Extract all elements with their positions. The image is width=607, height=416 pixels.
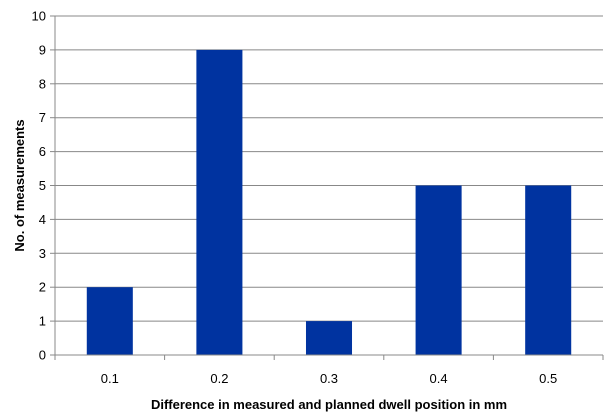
gridlines — [55, 15, 603, 322]
x-axis-title: Difference in measured and planned dwell… — [151, 397, 507, 412]
bar-0.1 — [86, 287, 133, 355]
x-tick-labels: 0.1 0.2 0.3 0.4 0.5 — [54, 355, 604, 386]
y-tick-label: 8 — [39, 76, 46, 91]
y-tick-label: 9 — [39, 42, 46, 57]
bar-0.3 — [305, 321, 353, 355]
x-tick-label: 0.5 — [539, 371, 557, 386]
y-tick-label: 7 — [39, 110, 46, 125]
bars — [86, 49, 572, 356]
y-tick-label: 4 — [39, 212, 46, 227]
y-tick-label: 2 — [39, 280, 46, 295]
y-tick-label: 5 — [39, 178, 46, 193]
y-tick-label: 1 — [39, 314, 46, 329]
x-tick-label: 0.3 — [320, 371, 338, 386]
bar-0.4 — [415, 185, 462, 355]
x-tick-label: 0.1 — [101, 371, 119, 386]
y-tick-label: 6 — [39, 144, 46, 159]
bar-0.5 — [525, 185, 572, 355]
y-tick-label: 0 — [39, 348, 46, 363]
bar-0.2 — [196, 49, 243, 356]
x-tick-label: 0.4 — [430, 371, 448, 386]
y-axis-title: No. of measurements — [12, 119, 27, 251]
y-tick-label: 10 — [32, 9, 46, 24]
y-tick-label: 3 — [39, 246, 46, 261]
x-tick-label: 0.2 — [210, 371, 228, 386]
y-tick-labels: 0 1 2 3 4 5 6 7 8 9 10 — [32, 9, 55, 363]
